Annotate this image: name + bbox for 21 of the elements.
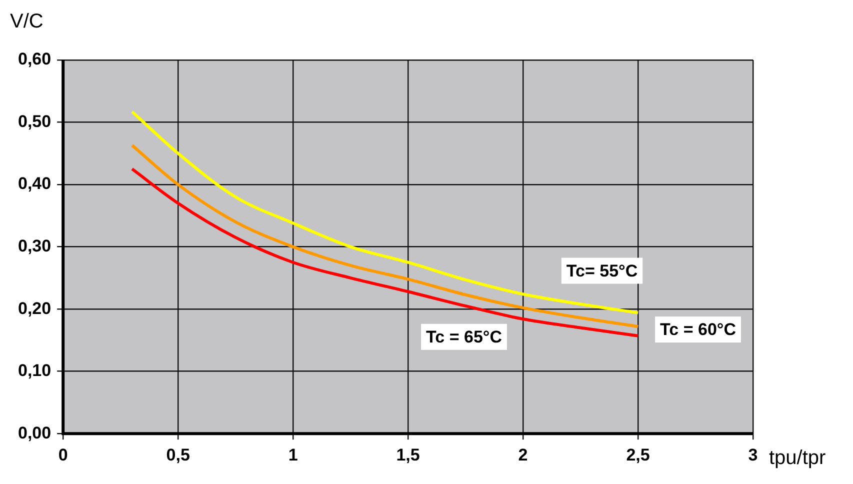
line-series (130, 144, 640, 328)
series-label: Tc = 60°C (660, 320, 736, 340)
series-label: Tc = 65°C (426, 328, 502, 347)
x-axis-title: tpu/tpr (769, 447, 826, 470)
y-tick-label: 0,20 (18, 298, 52, 318)
x-tick-label: 3 (748, 445, 758, 464)
y-tick-label: 0,00 (18, 423, 52, 442)
y-tick-label: 0,40 (18, 174, 52, 194)
line-series (130, 110, 640, 314)
y-axis-title: V/C (10, 10, 44, 33)
x-tick-label: 1 (288, 445, 298, 464)
x-tick-label: 2 (518, 445, 528, 464)
x-tick-label: 1,5 (396, 445, 420, 464)
x-tick-label: 2,5 (626, 445, 650, 464)
x-tick-label: 0,5 (166, 445, 190, 464)
y-tick-label: 0,60 (18, 50, 52, 69)
series-label: Tc= 55°C (566, 261, 638, 280)
y-tick-label: 0,10 (18, 361, 52, 380)
y-tick-label: 0,30 (18, 236, 52, 256)
x-tick-label: 0 (58, 445, 68, 464)
y-tick-label: 0,50 (18, 112, 52, 131)
